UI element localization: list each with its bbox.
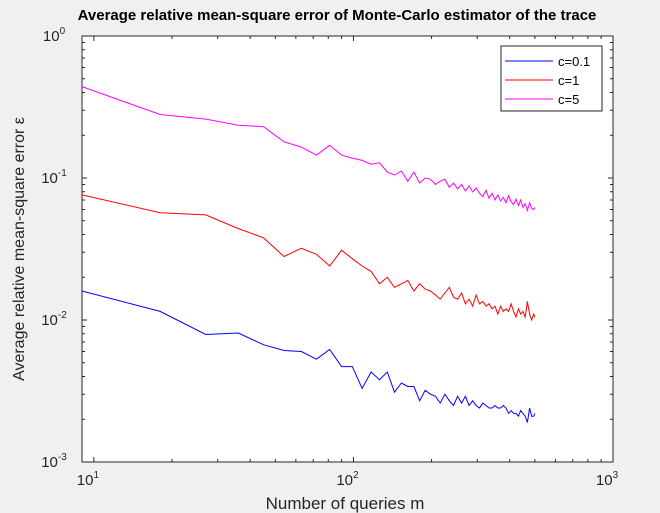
legend-label: c=5 — [558, 92, 579, 107]
series-line-c-0-1 — [81, 290, 536, 423]
tick-label: 100 — [43, 26, 66, 45]
x-axis-label: Number of queries m — [266, 494, 425, 513]
y-axis-label: Average relative mean-square error ε — [11, 117, 28, 381]
tick-label: 101 — [77, 470, 100, 489]
tick-label: 103 — [596, 470, 619, 489]
tick-label: 102 — [336, 470, 359, 489]
tick-label: 10-2 — [41, 310, 67, 329]
legend-box — [500, 45, 603, 112]
series-lines — [81, 86, 536, 423]
legend: c=0.1 c=1 c=5 — [500, 45, 603, 112]
legend-label: c=1 — [558, 73, 579, 88]
axis-ticks — [81, 36, 613, 463]
legend-label: c=0.1 — [558, 54, 590, 69]
tick-label: 10-1 — [41, 168, 67, 187]
chart-title: Average relative mean-square error of Mo… — [78, 7, 597, 24]
series-line-c-5 — [81, 86, 536, 213]
series-line-c-1 — [81, 194, 536, 322]
tick-label: 10-3 — [41, 452, 67, 471]
axis-tick-labels: 101 102 103 10-3 10-2 10-1 100 — [41, 26, 618, 489]
